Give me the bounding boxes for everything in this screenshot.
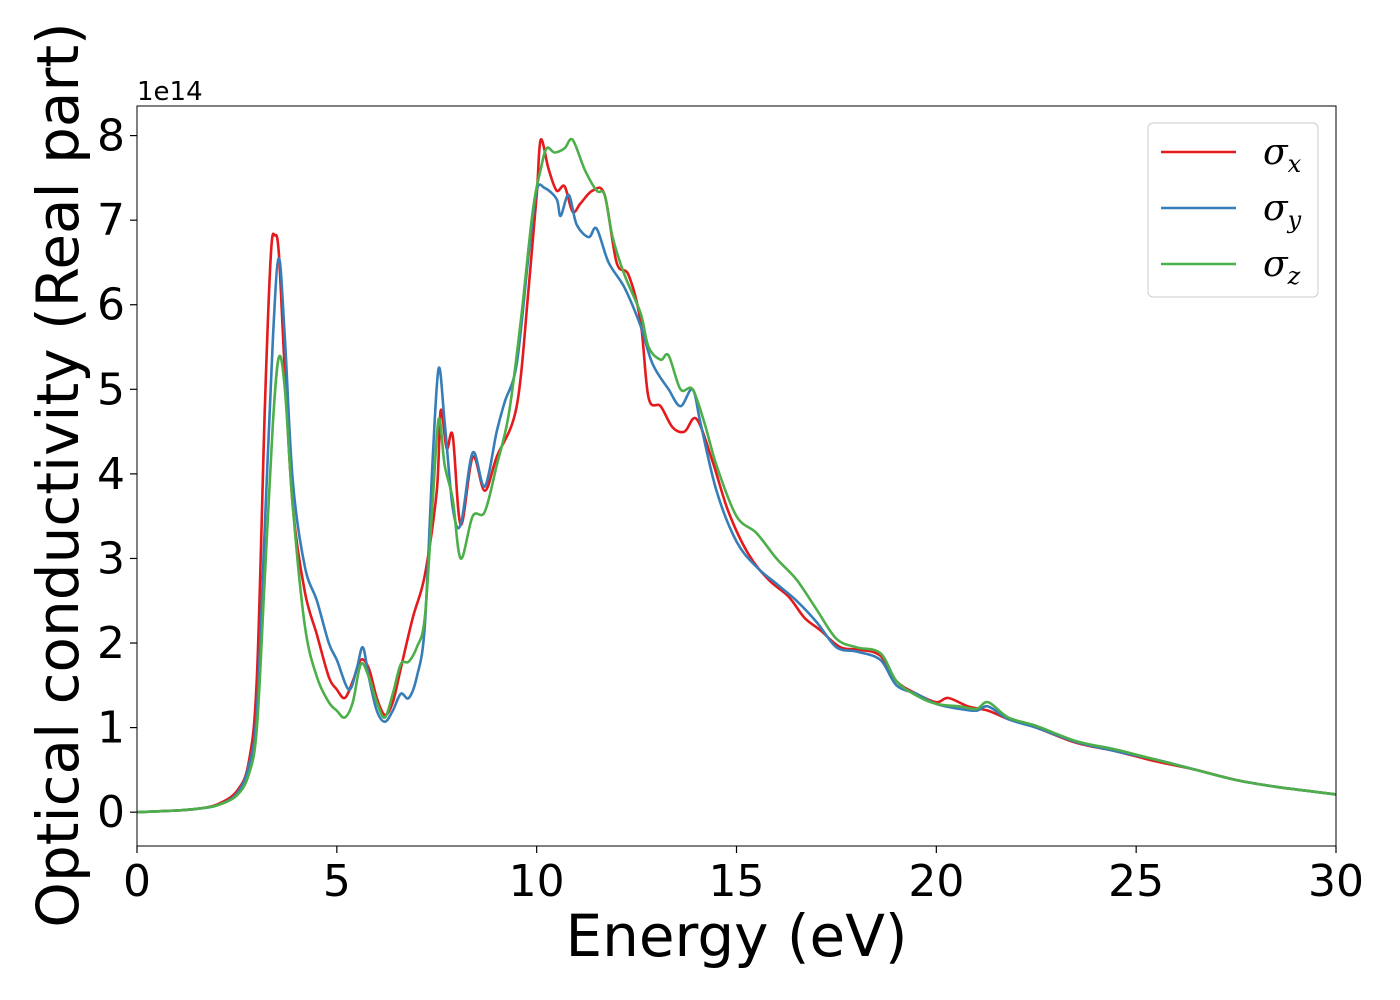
y-axis-title: Optical conductivity (Real part) xyxy=(24,22,92,927)
y-tick-label: 7 xyxy=(97,195,125,246)
y-tick-label: 0 xyxy=(97,787,125,838)
x-tick-label: 20 xyxy=(908,856,964,907)
x-tick-label: 15 xyxy=(709,856,765,907)
legend-label: σy xyxy=(1263,188,1302,234)
legend-label: σx xyxy=(1263,132,1302,178)
x-tick-label: 30 xyxy=(1308,856,1364,907)
x-tick-label: 25 xyxy=(1108,856,1164,907)
legend-label: σz xyxy=(1263,244,1301,290)
y-tick-label: 4 xyxy=(97,449,125,500)
y-tick-label: 8 xyxy=(97,111,125,162)
x-tick-label: 0 xyxy=(123,856,151,907)
x-axis: 0 5 10 15 20 25 30 xyxy=(123,846,1364,907)
series-layer xyxy=(136,137,1337,814)
y-tick-label: 1 xyxy=(97,703,125,754)
legend-box xyxy=(1147,122,1319,298)
x-axis-title: Energy (eV) xyxy=(565,902,907,970)
series-line-z xyxy=(136,137,1337,814)
legend: σx σy σz xyxy=(1147,122,1319,298)
y-tick-label: 5 xyxy=(97,364,125,415)
y-axis: 0 1 2 3 4 5 6 7 8 xyxy=(97,111,137,838)
y-tick-label: 3 xyxy=(97,533,125,584)
y-offset-label: 1e14 xyxy=(137,77,203,107)
y-tick-label: 6 xyxy=(97,280,125,331)
x-tick-label: 5 xyxy=(323,856,351,907)
y-tick-label: 2 xyxy=(97,618,125,669)
x-tick-label: 10 xyxy=(509,856,565,907)
